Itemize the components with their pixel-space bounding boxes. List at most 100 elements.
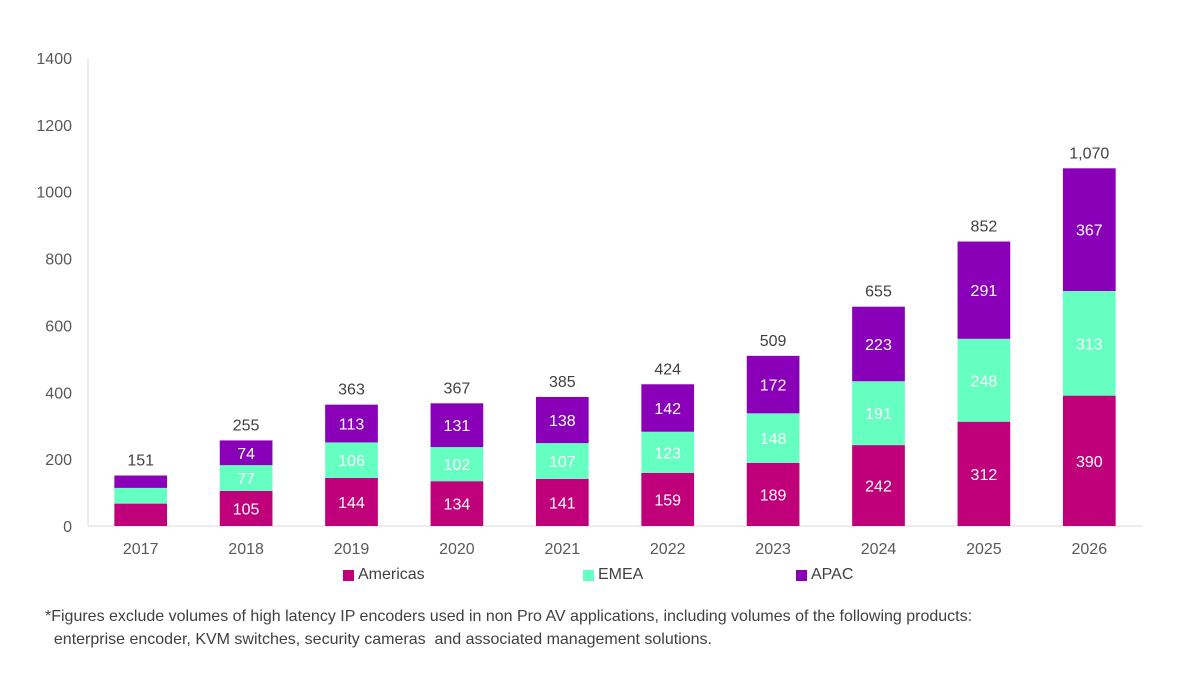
bar-segment-apac-2019 (325, 404, 378, 443)
data-label-apac-2020: 131 (444, 418, 471, 435)
x-axis-ticks: 2017 2018 2019 2020 2021 2022 2023 2024 2025 2026 (123, 541, 1107, 558)
data-label-americas-2023: 189 (760, 487, 787, 504)
bar-segment-americas-2019 (325, 477, 378, 526)
legend-swatch-americas (343, 569, 354, 581)
data-label-apac-2024: 223 (865, 337, 892, 354)
data-label-americas-2024: 242 (865, 479, 892, 496)
data-label-apac-2026: 367 (1076, 223, 1103, 240)
data-label-apac-2018: 74 (237, 446, 255, 463)
y-tick-label: 1200 (36, 118, 72, 135)
total-label-2022: 424 (654, 361, 681, 378)
bar-segment-apac-2017 (114, 475, 168, 488)
bar-segment-emea-2022 (641, 431, 695, 473)
bars: 151 105 77 74 255 144 106 113 363 134 102 131 367 141… (114, 145, 1116, 526)
total-label-2023: 509 (760, 333, 787, 350)
y-tick-label: 1400 (36, 51, 72, 68)
data-label-emea-2020: 102 (444, 457, 471, 474)
data-label-americas-2020: 134 (444, 497, 471, 514)
bar-segment-emea-2021 (535, 443, 589, 479)
bar-segment-americas-2021 (535, 478, 589, 526)
legend-label-americas: Americas (358, 566, 425, 583)
bar-segment-emea-2019 (325, 442, 378, 478)
data-label-americas-2021: 141 (549, 495, 576, 512)
legend-item-americas: Americas (343, 566, 425, 584)
total-label-2018: 255 (233, 417, 260, 434)
y-axis-ticks: 0 200 400 600 800 1000 1200 1400 (36, 51, 72, 536)
bar-segment-apac-2022 (641, 384, 695, 432)
data-label-emea-2023: 148 (760, 431, 787, 448)
x-tick-label: 2019 (334, 541, 370, 558)
x-tick-label: 2022 (650, 541, 686, 558)
bar-segment-apac-2023 (746, 355, 800, 414)
data-label-emea-2022: 123 (654, 445, 681, 462)
bar-segment-americas-2022 (641, 472, 695, 526)
total-label-2017: 151 (127, 453, 154, 470)
data-label-apac-2019: 113 (339, 417, 365, 434)
data-label-emea-2026: 313 (1076, 336, 1103, 353)
bar-segment-apac-2026 (1062, 168, 1116, 291)
bar-segment-emea-2023 (746, 413, 800, 463)
y-tick-label: 0 (63, 519, 72, 536)
bar-segment-americas-2020 (430, 481, 484, 526)
x-tick-label: 2024 (861, 541, 897, 558)
y-tick-label: 1000 (36, 185, 72, 202)
x-tick-label: 2023 (755, 541, 791, 558)
total-label-2024: 655 (865, 284, 892, 301)
bar-segment-apac-2025 (957, 241, 1011, 339)
data-label-apac-2025: 291 (971, 283, 998, 300)
data-label-apac-2021: 138 (549, 413, 576, 430)
bar-segment-americas-2026 (1062, 395, 1116, 526)
bar-segment-emea-2018 (219, 465, 273, 491)
data-label-emea-2021: 107 (549, 454, 576, 471)
y-tick-label: 600 (45, 318, 72, 335)
bar-segment-americas-2025 (957, 421, 1011, 526)
x-tick-label: 2021 (545, 541, 581, 558)
legend-swatch-emea (583, 569, 594, 581)
bar-segment-emea-2020 (430, 447, 484, 482)
bar-segment-americas-2023 (746, 462, 800, 526)
data-label-emea-2024: 191 (865, 406, 892, 423)
data-label-emea-2019: 106 (338, 453, 365, 470)
footnote-line-2: enterprise encoder, KVM switches, securi… (45, 631, 712, 648)
bar-segment-apac-2021 (535, 396, 589, 444)
bar-segment-apac-2020 (430, 403, 484, 448)
total-label-2020: 367 (444, 380, 471, 397)
data-label-americas-2025: 312 (971, 467, 998, 484)
data-label-americas-2019: 144 (338, 495, 365, 512)
legend-item-emea: EMEA (583, 566, 643, 584)
footnote: *Figures exclude volumes of high latency… (45, 605, 1145, 651)
legend-swatch-apac (796, 569, 807, 581)
total-label-2026: 1,070 (1069, 145, 1109, 162)
total-label-2025: 852 (971, 219, 998, 236)
legend-item-apac: APAC (796, 566, 853, 584)
x-tick-label: 2026 (1072, 541, 1108, 558)
x-tick-label: 2018 (228, 541, 264, 558)
bar-segment-emea-2017 (114, 487, 168, 504)
bar-segment-apac-2018 (219, 440, 273, 466)
data-label-americas-2026: 390 (1076, 454, 1103, 471)
footnote-line-1: *Figures exclude volumes of high latency… (45, 608, 973, 625)
data-label-americas-2018: 105 (233, 501, 260, 518)
data-label-americas-2022: 159 (654, 492, 681, 509)
legend: Americas EMEA APAC (0, 566, 1200, 590)
bar-segment-emea-2026 (1062, 290, 1116, 396)
data-label-apac-2023: 172 (760, 378, 787, 395)
data-label-emea-2018: 77 (237, 471, 255, 488)
data-label-apac-2022: 142 (654, 401, 681, 418)
bar-segment-americas-2018 (219, 490, 273, 526)
legend-label-apac: APAC (811, 566, 854, 583)
bar-segment-emea-2025 (957, 338, 1011, 422)
bar-segment-emea-2024 (852, 381, 905, 446)
bar-segment-americas-2017 (114, 503, 168, 526)
x-tick-label: 2025 (966, 541, 1002, 558)
total-label-2021: 385 (549, 374, 576, 391)
data-label-emea-2025: 248 (971, 373, 998, 390)
bar-segment-americas-2024 (852, 445, 905, 526)
y-tick-label: 400 (45, 385, 72, 402)
y-tick-label: 200 (45, 452, 72, 469)
x-tick-label: 2020 (439, 541, 475, 558)
legend-label-emea: EMEA (598, 566, 644, 583)
y-tick-label: 800 (45, 252, 72, 269)
total-label-2019: 363 (338, 382, 365, 399)
